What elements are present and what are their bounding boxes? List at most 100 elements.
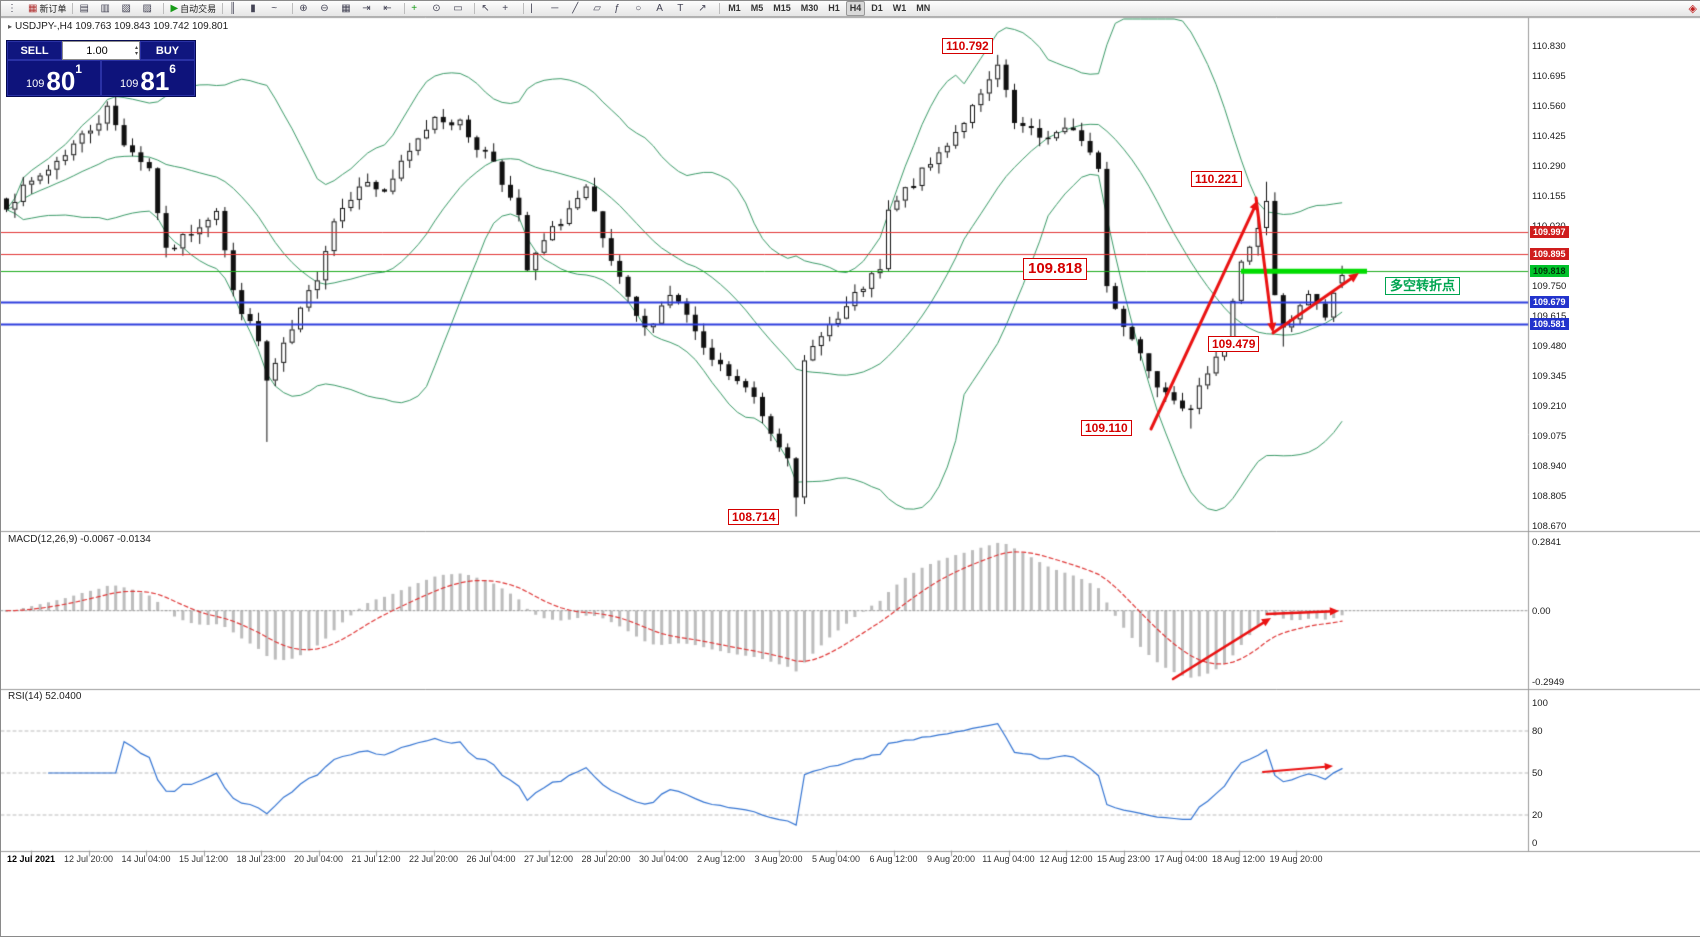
channel-icon[interactable]: ▱ xyxy=(593,3,601,14)
sell-price-sup: 1 xyxy=(75,62,82,76)
time-axis-label: 5 Aug 04:00 xyxy=(811,854,861,864)
candlestick-chart-icon[interactable]: ▮ xyxy=(250,3,256,14)
app-badge-icon: ◈ xyxy=(1688,3,1697,15)
chart-collapse-icon[interactable]: ▸ xyxy=(8,22,13,31)
terminal-icon[interactable]: ▨ xyxy=(142,3,152,14)
rsi-axis-label: 0 xyxy=(1532,838,1538,849)
price-callout: 110.221 xyxy=(1191,171,1242,187)
buy-button[interactable]: BUY xyxy=(140,41,195,60)
trendline-icon[interactable]: ╱ xyxy=(572,3,579,14)
price-callout: 109.110 xyxy=(1081,420,1132,436)
toolbar-grip-icon[interactable]: ⋮ xyxy=(7,3,17,14)
fibonacci-icon[interactable]: ƒ xyxy=(614,3,620,14)
arrows-icon[interactable]: ↗ xyxy=(698,3,707,14)
buy-price-prefix: 109 xyxy=(120,78,139,90)
macd-axis-label: 0.2841 xyxy=(1532,537,1562,548)
time-axis-label: 14 Jul 04:00 xyxy=(121,854,171,864)
time-axis-label: 26 Jul 04:00 xyxy=(466,854,516,864)
volume-increase-button[interactable]: ▴ xyxy=(134,44,138,51)
time-axis-label: 15 Jul 12:00 xyxy=(178,854,229,864)
rsi-axis-label: 20 xyxy=(1532,810,1543,821)
price-axis-label: 109.750 xyxy=(1532,281,1567,293)
price-axis-label: 109.075 xyxy=(1532,431,1567,443)
templates-icon[interactable]: ▭ xyxy=(453,3,463,14)
toolbar: ⋮ ▦ 新订单 ▤ ▥ ▧ ▨ ▶ 自动交易 ║ ▮ ~ ⊕ ⊖ ▦ ⇥ ⇤ + ⊙ ▭ ↖ + | ─ ╱ ▱ ƒ ○ A T ↗ M1 M5… xyxy=(1,1,1700,17)
label-icon[interactable]: T xyxy=(677,3,684,14)
autotrading-button[interactable]: ▶ 自动交易 xyxy=(170,3,217,14)
volume-input[interactable] xyxy=(63,43,139,58)
timeframe-d1[interactable]: D1 xyxy=(871,3,883,13)
time-axis-label: 3 Aug 20:00 xyxy=(754,854,803,864)
rsi-axis-label: 100 xyxy=(1532,698,1548,709)
buy-price-display: 109 81 6 xyxy=(101,60,195,96)
price-callout: 109.479 xyxy=(1208,336,1260,352)
time-axis-label: 2 Aug 12:00 xyxy=(696,854,746,864)
timeframe-m5[interactable]: M5 xyxy=(750,3,764,13)
volume-spinner: ▴ ▾ xyxy=(135,42,138,59)
price-axis-label: 110.425 xyxy=(1532,131,1566,143)
symbol-header: ▸ USDJPY-,H4 109.763 109.843 109.742 109.… xyxy=(8,21,228,32)
data-window-icon[interactable]: ▥ xyxy=(100,3,110,14)
time-axis-label: 12 Aug 12:00 xyxy=(1039,854,1093,864)
toolbar-separator xyxy=(72,3,74,14)
shapes-icon[interactable]: ○ xyxy=(635,3,642,14)
time-axis-label: 15 Aug 23:00 xyxy=(1096,854,1151,864)
time-axis-label: 22 Jul 20:00 xyxy=(408,854,459,864)
tile-windows-icon[interactable]: ▦ xyxy=(341,3,351,14)
price-axis-label: 110.290 xyxy=(1532,161,1566,173)
toolbar-separator xyxy=(719,3,721,14)
vertical-line-icon[interactable]: | xyxy=(530,3,533,14)
price-callout: 109.818 xyxy=(1023,258,1088,280)
timeframe-h4[interactable]: H4 xyxy=(845,1,866,16)
chart-shift-icon[interactable]: ⇤ xyxy=(383,3,392,14)
buy-price-main: 81 xyxy=(140,66,170,96)
crosshair-icon[interactable]: + xyxy=(502,3,509,14)
text-icon[interactable]: A xyxy=(656,3,663,14)
price-axis-label: 108.670 xyxy=(1532,521,1567,533)
time-axis-label: 12 Jul 20:00 xyxy=(63,854,114,864)
zoom-out-icon[interactable]: ⊖ xyxy=(320,3,329,14)
timeframe-h1[interactable]: H1 xyxy=(828,3,840,13)
time-axis-label: 6 Aug 12:00 xyxy=(869,854,918,864)
sell-button[interactable]: SELL xyxy=(7,41,62,60)
time-axis-label: 18 Aug 12:00 xyxy=(1211,854,1266,864)
indicators-add-icon[interactable]: + xyxy=(411,3,418,14)
price-axis-label: 109.480 xyxy=(1532,341,1567,353)
price-axis-label: 110.155 xyxy=(1532,191,1566,203)
auto-scroll-icon[interactable]: ⇥ xyxy=(362,3,371,14)
volume-decrease-button[interactable]: ▾ xyxy=(134,50,138,57)
horizontal-line-icon[interactable]: ─ xyxy=(551,3,559,14)
time-axis-label: 27 Jul 12:00 xyxy=(523,854,574,864)
price-axis-label: 110.695 xyxy=(1532,71,1566,83)
time-axis-label: 18 Jul 23:00 xyxy=(236,854,286,864)
toolbar-separator xyxy=(523,3,525,14)
navigator-icon[interactable]: ▧ xyxy=(121,3,131,14)
time-axis-label: 28 Jul 20:00 xyxy=(581,854,631,864)
timeframe-w1[interactable]: W1 xyxy=(892,3,907,13)
macd-axis-label: 0.00 xyxy=(1532,605,1551,617)
time-axis-label: 21 Jul 12:00 xyxy=(351,854,401,864)
line-chart-icon[interactable]: ~ xyxy=(271,3,278,14)
timeframe-mn[interactable]: MN xyxy=(916,3,931,13)
price-callout: 110.792 xyxy=(942,38,993,54)
timeframe-m1[interactable]: M1 xyxy=(728,3,741,13)
new-order-button[interactable]: ▦ 新订单 xyxy=(28,3,67,14)
symbol-ohlc-text: USDJPY-,H4 109.763 109.843 109.742 109.8… xyxy=(15,21,229,32)
macd-axis-label: -0.2949 xyxy=(1532,677,1565,688)
cursor-icon[interactable]: ↖ xyxy=(481,3,490,14)
toolbar-separator xyxy=(222,3,224,14)
market-watch-icon[interactable]: ▤ xyxy=(79,3,89,14)
zoom-in-icon[interactable]: ⊕ xyxy=(299,3,308,14)
sell-price-display: 109 80 1 xyxy=(7,60,101,96)
timeframe-m30[interactable]: M30 xyxy=(800,3,819,13)
bar-chart-icon[interactable]: ║ xyxy=(229,3,237,14)
sell-price-main: 80 xyxy=(46,66,76,96)
periods-icon[interactable]: ⊙ xyxy=(432,3,441,14)
price-axis-marker: 109.679 xyxy=(1530,296,1569,309)
rsi-axis-label: 50 xyxy=(1532,768,1543,779)
time-axis-label: 20 Jul 04:00 xyxy=(293,854,344,864)
price-axis-label: 110.560 xyxy=(1532,101,1566,113)
timeframe-m15[interactable]: M15 xyxy=(773,3,791,13)
